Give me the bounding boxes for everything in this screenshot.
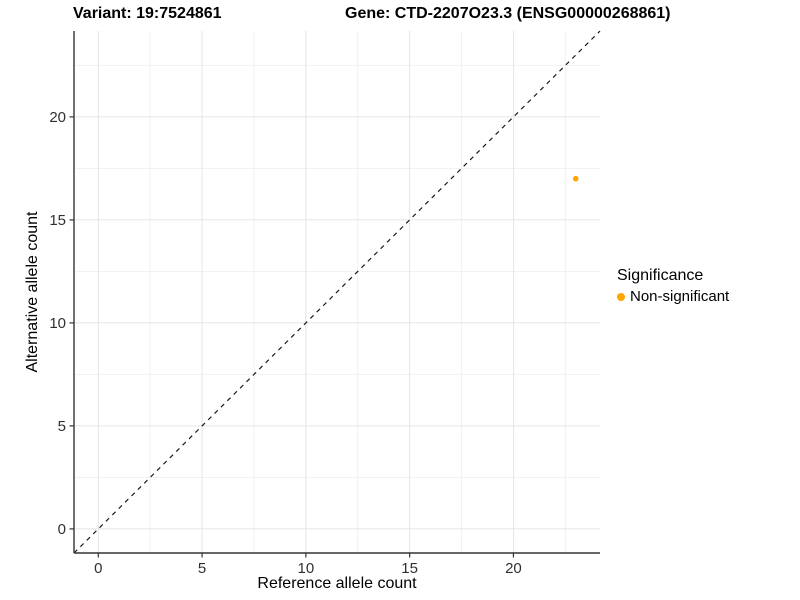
y-tick-label: 10 — [49, 315, 66, 332]
legend: Significance Non-significant — [617, 267, 729, 306]
legend-item: Non-significant — [617, 288, 729, 306]
x-tick-label: 10 — [298, 560, 315, 577]
legend-title: Significance — [617, 267, 704, 284]
y-tick-label: 20 — [49, 109, 66, 126]
x-tick-label: 15 — [401, 560, 418, 577]
y-axis-title: Alternative allele count — [24, 211, 41, 373]
plot-title-gene: Gene: CTD-2207O23.3 (ENSG00000268861) — [345, 5, 671, 22]
x-tick-label: 0 — [94, 560, 102, 577]
legend-point-swatch — [617, 293, 625, 301]
plot-title-variant: Variant: 19:7524861 — [73, 5, 222, 22]
x-axis-title: Reference allele count — [257, 575, 417, 592]
y-tick-label: 5 — [58, 418, 66, 435]
x-tick-label: 5 — [198, 560, 206, 577]
data-point — [572, 175, 579, 182]
y-tick-label: 15 — [49, 212, 66, 229]
identity-dashed-line — [73, 30, 601, 554]
y-tick-label: 0 — [58, 521, 66, 538]
x-tick-label: 20 — [505, 560, 522, 577]
legend-item-label: Non-significant — [630, 288, 730, 305]
